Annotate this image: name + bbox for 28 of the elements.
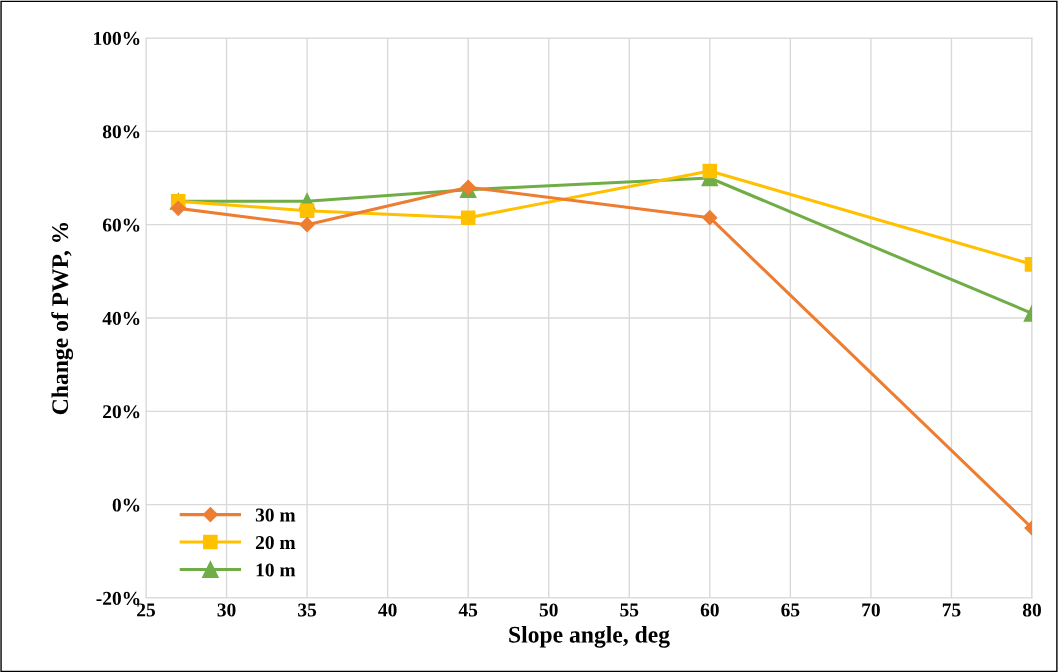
- y-tick-label: 40%: [102, 311, 140, 325]
- legend-label: 20 m: [255, 535, 296, 550]
- x-tick-label: 25: [137, 603, 156, 617]
- x-tick-label: 35: [298, 603, 317, 617]
- x-tick-label: 70: [862, 603, 880, 617]
- legend-label: 30 m: [255, 508, 296, 522]
- x-axis-title: Slope angle, deg: [509, 626, 670, 648]
- x-tick-label: 40: [378, 603, 397, 617]
- x-tick-label: 50: [539, 603, 558, 617]
- y-tick-label: 20%: [103, 405, 140, 419]
- x-tick-label: 60: [700, 603, 719, 617]
- y-tick-label: 100%: [94, 31, 140, 45]
- point: [299, 217, 315, 233]
- y-tick-label: 80%: [102, 125, 140, 139]
- y-tick-label: 60%: [102, 218, 140, 232]
- point: [170, 200, 186, 216]
- y-tick-label: -20%: [96, 591, 140, 605]
- x-tick-label: 80: [1022, 603, 1041, 617]
- x-tick-label: 45: [458, 603, 478, 617]
- y-tick-label: 0%: [112, 498, 140, 512]
- point: [460, 210, 476, 225]
- x-tick-label: 55: [620, 603, 639, 617]
- x-tick-label: 65: [781, 603, 800, 617]
- legend-label: 10 m: [256, 563, 296, 577]
- point: [299, 203, 315, 218]
- x-tick-label: 30: [217, 603, 236, 617]
- y-axis-title: Change of PWP, %: [51, 222, 74, 415]
- x-tick-label: 75: [942, 603, 961, 617]
